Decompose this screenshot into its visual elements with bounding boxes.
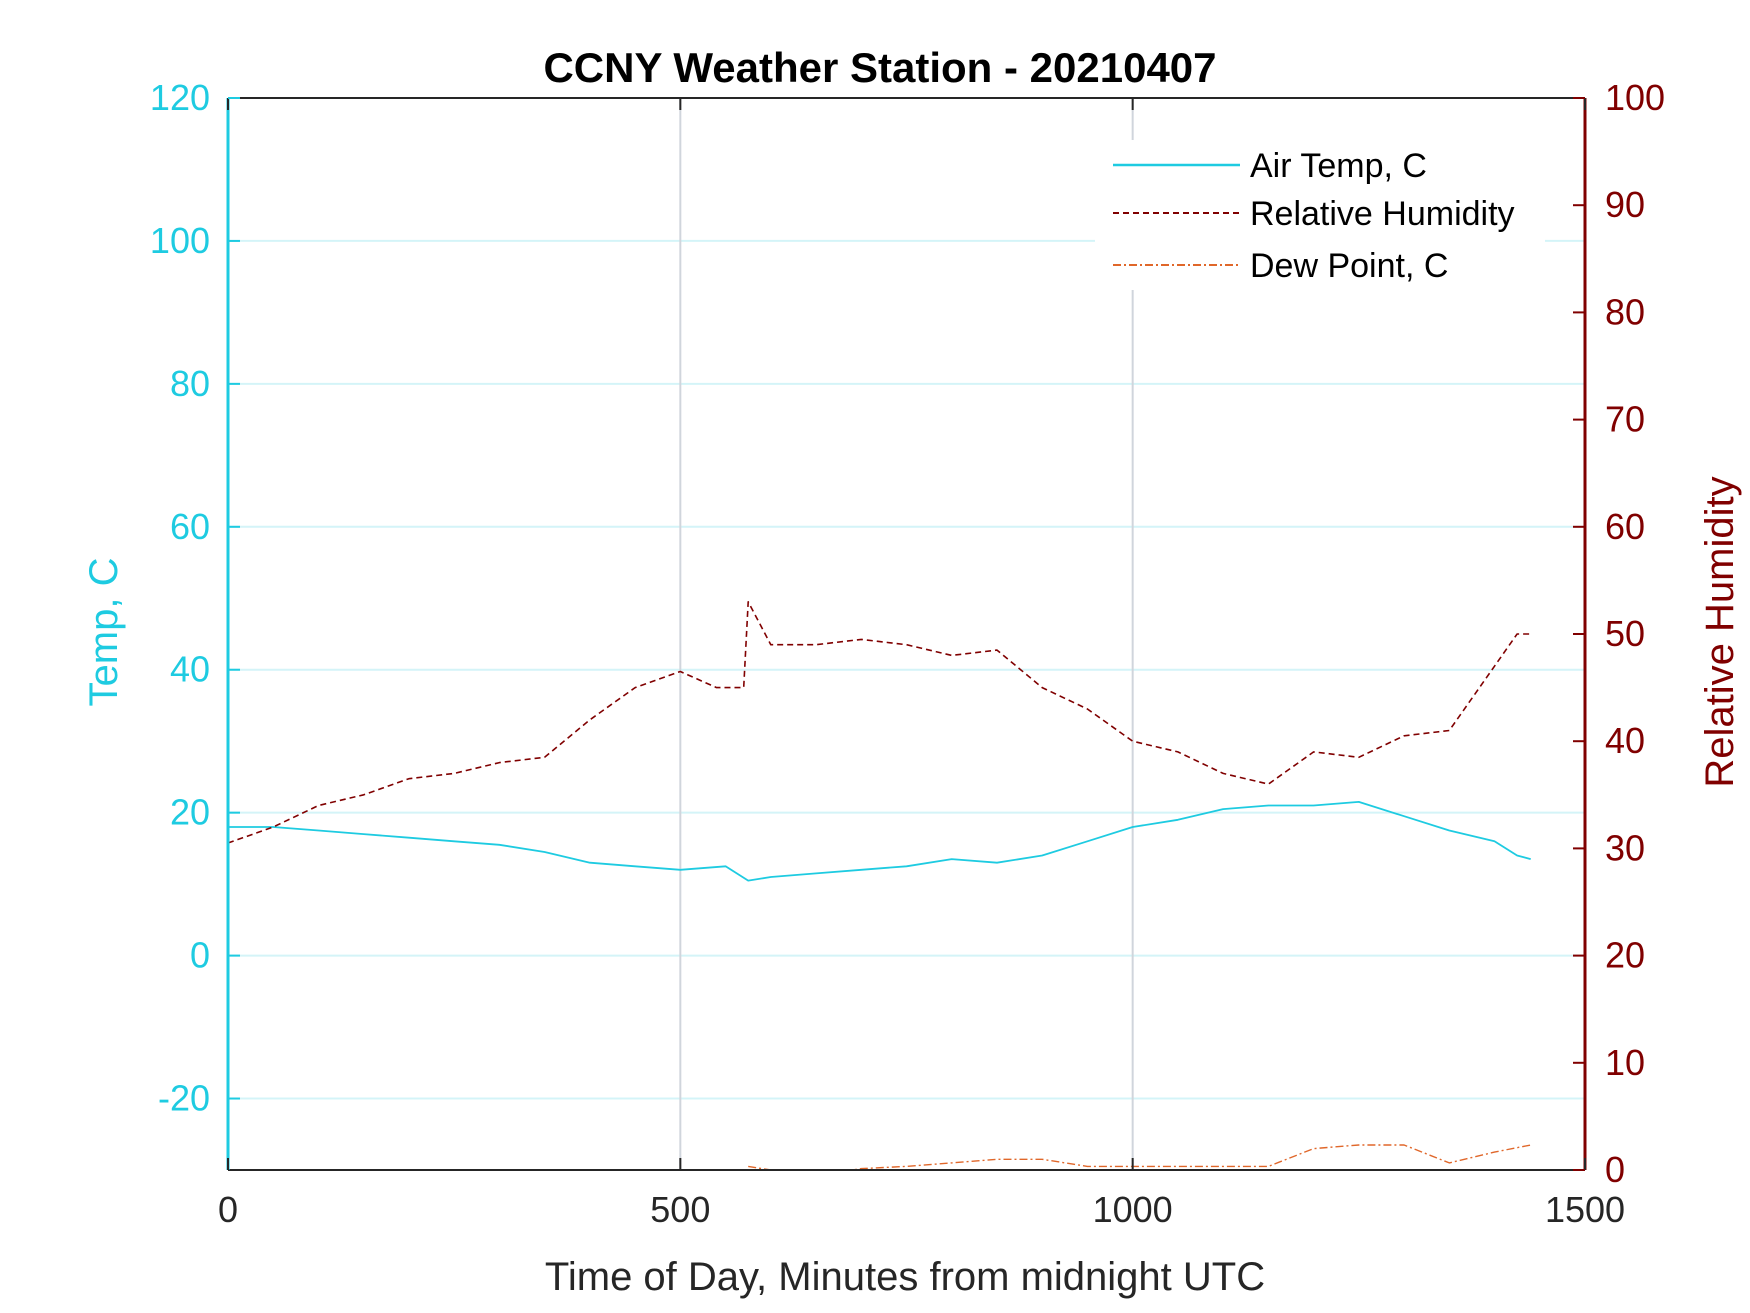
x-axis-label: Time of Day, Minutes from midnight UTC — [545, 1255, 1265, 1299]
y-right-tick-label-10: 100 — [1605, 77, 1665, 118]
y-right-tick-label-7: 70 — [1605, 399, 1645, 440]
y-left-tick-label-2: 20 — [170, 792, 210, 833]
legend-label-humidity: Relative Humidity — [1250, 195, 1515, 233]
y-right-tick-label-6: 60 — [1605, 506, 1645, 547]
y-left-tick-label-4: 60 — [170, 506, 210, 547]
tick-labels: 0 500 1000 1500 -20 0 20 40 60 80 100 120 0 10 20 30 40 5… — [150, 77, 1665, 1230]
series-line-air-temp — [228, 801, 1531, 882]
y-right-tick-label-0: 0 — [1605, 1149, 1625, 1190]
y-left-tick-label-1: 0 — [190, 935, 210, 976]
y-right-tick-label-1: 10 — [1605, 1042, 1645, 1083]
y-right-tick-label-9: 90 — [1605, 184, 1645, 225]
y-right-tick-label-2: 20 — [1605, 935, 1645, 976]
y-right-tick-label-3: 30 — [1605, 827, 1645, 868]
y-left-tick-label-7: 120 — [150, 77, 210, 118]
y-left-tick-label-6: 100 — [150, 220, 210, 261]
legend: Air Temp, C Relative Humidity Dew Point,… — [1095, 140, 1545, 290]
x-tick-label-2: 1000 — [1093, 1189, 1173, 1230]
series-group — [227, 600, 1531, 1171]
y-left-tick-label-3: 40 — [170, 649, 210, 690]
series-line-dew-point — [748, 1144, 1531, 1171]
y-axis-left-label: Temp, C — [82, 558, 126, 707]
y-right-tick-label-5: 50 — [1605, 613, 1645, 654]
y-axis-right-label: Relative Humidity — [1698, 476, 1742, 787]
y-right-tick-label-8: 80 — [1605, 291, 1645, 332]
chart-title: CCNY Weather Station - 20210407 — [543, 44, 1216, 91]
legend-label-dew-point: Dew Point, C — [1250, 247, 1448, 285]
y-right-tick-label-4: 40 — [1605, 720, 1645, 761]
axes-group — [226, 97, 1587, 1171]
legend-label-air-temp: Air Temp, C — [1250, 147, 1427, 185]
x-tick-label-3: 1500 — [1545, 1189, 1625, 1230]
x-tick-label-0: 0 — [218, 1189, 238, 1230]
y-left-tick-label-5: 80 — [170, 363, 210, 404]
y-left-tick-label-0: -20 — [158, 1078, 210, 1119]
series-line-humidity — [227, 600, 1531, 844]
x-tick-label-1: 500 — [650, 1189, 710, 1230]
